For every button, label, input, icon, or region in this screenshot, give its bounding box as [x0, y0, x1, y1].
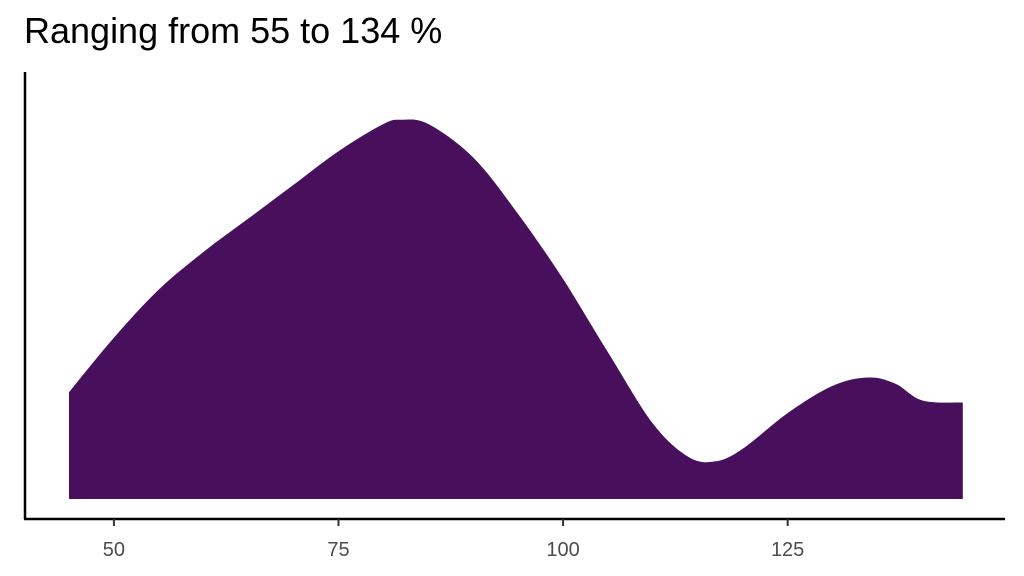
density-area	[69, 119, 963, 500]
x-tick-label: 100	[546, 539, 579, 561]
x-tick-label: 50	[103, 539, 125, 561]
x-tick-label: 75	[327, 539, 349, 561]
x-tick-label: 125	[771, 539, 804, 561]
x-axis-ticks: 50 75 100 125	[103, 519, 804, 561]
chart-title: Ranging from 55 to 134 %	[24, 10, 443, 51]
